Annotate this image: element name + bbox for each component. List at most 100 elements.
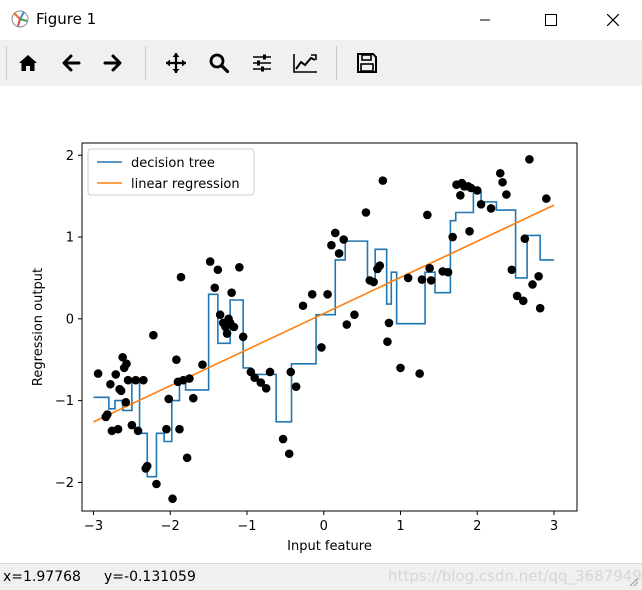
data-point [131,375,141,385]
decision-tree-line [93,191,554,478]
x-tick-label: 3 [550,519,558,534]
data-point [188,393,198,403]
data-point [520,234,530,243]
data-point [265,367,275,377]
data-point [534,272,543,281]
window-title: Figure 1 [36,10,97,28]
data-point [375,261,385,270]
data-point [198,360,207,369]
watermark-text: https://blog.csdn.net/qq_36879493 [388,567,642,585]
data-point [164,394,174,404]
data-point [417,275,427,284]
data-point [425,263,434,273]
save-button[interactable] [354,50,380,76]
status-bar: x=1.97768 y=-0.131059 https://blog.csdn.… [0,563,642,590]
pan-icon [166,53,186,73]
data-point [210,283,220,293]
resize-grip-icon[interactable] [629,577,639,587]
data-point [502,190,511,199]
axes-frame [81,142,578,512]
data-point [448,232,457,242]
data-point [175,424,184,434]
customize-button[interactable] [292,50,318,76]
home-icon [19,55,37,71]
data-point [323,289,332,299]
data-point [518,296,528,306]
data-point [185,374,194,383]
data-point [378,176,388,185]
home-button[interactable] [15,50,41,76]
data-point [261,384,271,393]
maximize-icon [545,14,557,26]
zoom-button[interactable] [206,50,232,76]
data-point [103,410,112,419]
forward-icon [103,54,122,72]
data-point [142,461,152,471]
data-point [423,210,432,220]
data-point [486,204,496,213]
minimize-button[interactable] [462,0,508,40]
data-point [361,208,371,217]
data-point [291,382,301,392]
data-point [495,168,505,178]
y-tick-label: 0 [66,312,74,327]
data-point [205,257,215,266]
data-point [330,228,340,238]
save-icon [357,53,377,73]
data-point [118,352,127,362]
back-button[interactable] [58,50,84,76]
x-tick-label: −3 [84,519,103,534]
data-point [415,369,424,378]
subplots-button[interactable] [249,50,275,76]
data-point [229,322,239,332]
data-point [443,267,453,277]
maximize-button[interactable] [528,0,574,40]
data-point [334,249,344,258]
y-tick-label: 1 [66,231,74,246]
data-point [286,367,296,377]
data-point [238,332,248,342]
data-point [525,155,534,164]
data-point [476,200,486,209]
data-point [342,320,352,329]
toolbar-grip [6,46,7,80]
legend: decision tree linear regression [87,148,255,196]
matplotlib-logo-icon [11,10,29,28]
plot-area[interactable]: −3 −2 −1 0 1 2 3 −2 −1 0 1 2 Input feature Regress… [0,86,642,563]
navigation-toolbar [0,40,642,87]
data-point [465,227,474,236]
data-point [106,379,115,389]
x-tick-label: −1 [237,519,256,534]
data-point [528,280,537,289]
data-point [121,397,131,407]
x-axis-label: Input feature [287,539,372,554]
forward-button[interactable] [100,50,126,76]
data-point [456,191,465,200]
data-point [396,363,405,373]
data-point [127,420,137,430]
cursor-y-readout: y=-0.131059 [104,569,196,585]
data-point [182,453,192,463]
data-point [235,263,244,272]
data-point [116,386,126,396]
customize-icon [293,54,317,73]
data-point [172,355,181,365]
data-point [369,277,378,287]
close-button[interactable] [590,0,636,40]
pan-button[interactable] [163,50,189,76]
figure-canvas[interactable]: −3 −2 −1 0 1 2 3 −2 −1 0 1 2 Input feature Regress… [0,86,642,563]
minimize-icon [480,19,490,21]
data-point [139,375,148,385]
data-point [215,310,225,320]
data-point [256,378,266,387]
data-point [284,449,294,459]
data-point [152,479,161,489]
data-point [123,375,133,385]
data-point [122,359,131,369]
data-point [317,343,326,352]
data-point [535,303,545,313]
title-bar: Figure 1 [0,0,642,40]
data-point [384,318,394,328]
data-point [162,424,171,434]
toolbar-separator [145,46,146,80]
